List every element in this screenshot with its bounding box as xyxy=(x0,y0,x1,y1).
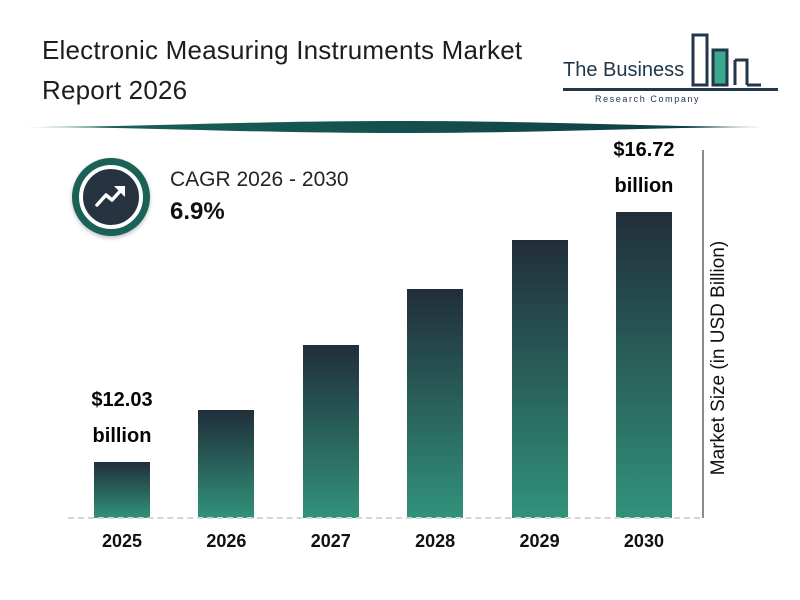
bar-2030 xyxy=(615,212,672,518)
company-logo: The Business Research Company xyxy=(563,30,778,104)
x-tick-2030: 2030 xyxy=(623,531,664,551)
bar-value-amount: $12.03 xyxy=(91,389,153,411)
bar-value-label-2025: $12.03 billion xyxy=(91,382,152,454)
x-tick-2025: 2025 xyxy=(101,531,143,551)
divider-line xyxy=(25,121,775,133)
bar-group-2029 xyxy=(490,240,590,518)
bar-value-unit: billion xyxy=(614,175,674,197)
bar-2026 xyxy=(198,410,255,518)
bar-value-unit: billion xyxy=(92,425,152,447)
bar-2025 xyxy=(94,462,150,518)
logo-subtitle: Research Company xyxy=(595,94,701,104)
y-axis-title: Market Size (in USD Billion) xyxy=(708,240,729,476)
chart-baseline xyxy=(68,517,700,519)
x-tick-2029: 2029 xyxy=(519,531,560,551)
x-tick-2028: 2028 xyxy=(415,531,456,551)
bar-value-label-2030: $16.72 billion xyxy=(613,132,674,204)
cagr-badge: CAGR 2026 - 2030 6.9% xyxy=(72,158,349,236)
title-line2: Report 2026 xyxy=(42,75,188,105)
x-axis-labels: 2025 2026 2027 2028 2029 2030 xyxy=(72,531,694,552)
title-line1: Electronic Measuring Instruments Market xyxy=(42,35,523,65)
trend-up-icon-inner xyxy=(79,165,143,229)
bar-chart: $12.03 billion $16.72 billion xyxy=(72,139,694,518)
bar-group-2028 xyxy=(385,289,485,518)
cagr-value: 6.9% xyxy=(170,198,225,225)
trend-arrow-icon xyxy=(95,186,125,207)
cagr-text-block: CAGR 2026 - 2030 6.9% xyxy=(170,168,349,226)
page-title: Electronic Measuring Instruments Market … xyxy=(42,30,522,110)
bar-2028 xyxy=(407,289,464,518)
bar-group-2030: $16.72 billion xyxy=(594,132,694,518)
bar-value-amount: $16.72 xyxy=(613,139,675,161)
logo-barchart-icon xyxy=(691,33,762,87)
bar-2027 xyxy=(302,345,359,518)
cagr-label: CAGR 2026 - 2030 xyxy=(170,168,349,191)
logo-name: The Business xyxy=(563,59,685,81)
bar-2029 xyxy=(511,240,568,518)
x-tick-2026: 2026 xyxy=(206,531,247,551)
bar-group-2027 xyxy=(281,345,381,518)
trend-up-icon xyxy=(72,158,150,236)
logo-top-row: The Business xyxy=(563,30,778,91)
bar-group-2026 xyxy=(176,410,276,518)
bar-group-2025: $12.03 billion xyxy=(72,382,172,518)
y-axis-line xyxy=(702,150,704,518)
x-tick-2027: 2027 xyxy=(310,531,351,551)
